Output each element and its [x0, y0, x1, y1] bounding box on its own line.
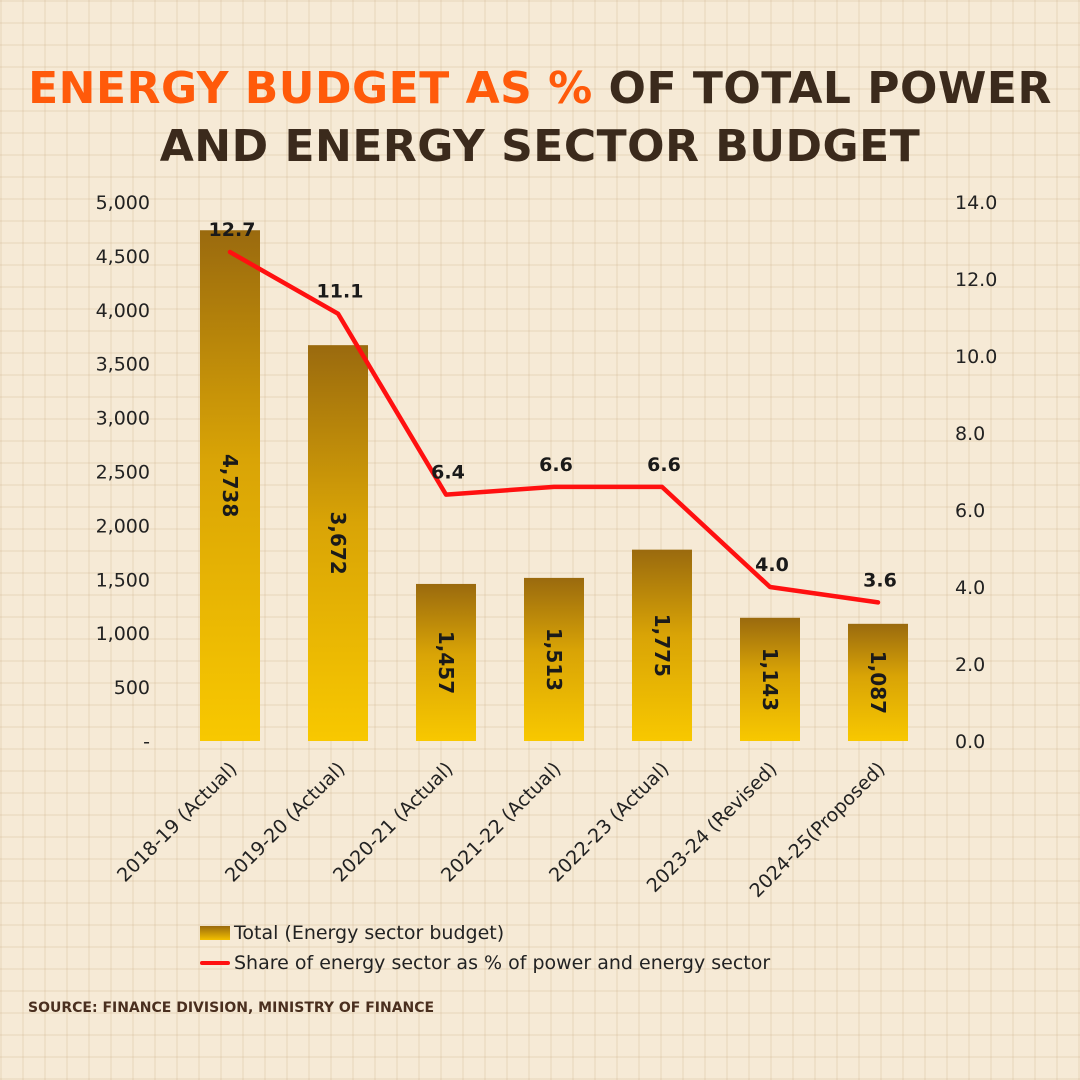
right-tick-label: 2.0: [955, 654, 985, 676]
bar: [200, 230, 260, 742]
bar-value-label: 1,513: [542, 628, 566, 691]
category-label: 2021-22 (Actual): [437, 758, 566, 887]
legend-item-line: Share of energy sector as % of power and…: [200, 948, 770, 978]
left-tick-label: 5,000: [96, 192, 150, 214]
right-tick-label: 6.0: [955, 500, 985, 522]
bar-series: 4,738 3,672 1,457 1,513 1,775 1,143 1,087: [200, 230, 908, 742]
title-highlight: ENERGY BUDGET AS %: [28, 63, 593, 114]
category-label: 2018-19 (Actual): [113, 758, 242, 887]
bar-value-label: 1,143: [758, 648, 782, 711]
title-line2: AND ENERGY SECTOR BUDGET: [159, 121, 921, 172]
share-line: [227, 249, 881, 605]
legend-swatch-line: [200, 961, 230, 965]
right-tick-label: 14.0: [955, 192, 997, 214]
left-tick-label: 3,000: [96, 408, 150, 430]
bar-value-label: 1,087: [866, 651, 890, 714]
left-tick-label: 3,500: [96, 354, 150, 376]
title-line1-rest: OF TOTAL POWER: [592, 63, 1052, 114]
left-axis: - 500 1,000 1,500 2,000 2,500 3,000 3,500 4,000 4…: [96, 192, 150, 753]
right-tick-label: 0.0: [955, 731, 985, 753]
bar: [848, 623, 908, 741]
line-value-label: 3.6: [863, 569, 897, 591]
left-tick-label: 1,500: [96, 569, 150, 591]
left-tick-label: 500: [114, 677, 150, 699]
source-note: SOURCE: FINANCE DIVISION, MINISTRY OF FI…: [28, 1000, 435, 1016]
legend-label-line: Share of energy sector as % of power and…: [234, 952, 771, 974]
line-series: 12.7 11.1 6.4 6.6 6.6 4.0 3.6: [209, 219, 897, 605]
right-tick-label: 8.0: [955, 423, 985, 445]
category-label: 2022-23 (Actual): [545, 758, 674, 887]
legend-item-bar: Total (Energy sector budget): [200, 918, 770, 948]
line-value-label: 4.0: [755, 554, 789, 576]
bar: [308, 345, 368, 741]
left-tick-label: 2,000: [96, 515, 150, 537]
legend: Total (Energy sector budget) Share of en…: [200, 918, 770, 978]
bar: [416, 583, 476, 741]
bar: [632, 549, 692, 741]
right-axis: 0.0 2.0 4.0 6.0 8.0 10.0 12.0 14.0: [955, 192, 997, 753]
bar: [524, 577, 584, 741]
bar-value-label: 1,775: [650, 614, 674, 677]
right-tick-label: 12.0: [955, 269, 997, 291]
left-tick-label: 4,000: [96, 300, 150, 322]
line-value-label: 6.6: [539, 454, 573, 476]
bar-value-label: 1,457: [434, 631, 458, 694]
left-tick-label: 2,500: [96, 462, 150, 484]
bar-value-label: 4,738: [218, 454, 242, 517]
bar-value-label: 3,672: [326, 511, 350, 574]
line-value-label: 11.1: [317, 281, 364, 303]
left-tick-label: 4,500: [96, 246, 150, 268]
bar: [740, 617, 800, 741]
line-value-label: 12.7: [209, 219, 256, 241]
category-axis: 2018-19 (Actual)2019-20 (Actual)2020-21 …: [113, 758, 890, 902]
category-label: 2019-20 (Actual): [221, 758, 350, 887]
legend-swatch-bar: [200, 926, 230, 940]
line-value-label: 6.4: [431, 462, 465, 484]
right-tick-label: 10.0: [955, 346, 997, 368]
left-tick-label: 1,000: [96, 623, 150, 645]
line-value-label: 6.6: [647, 454, 681, 476]
category-label: 2020-21 (Actual): [329, 758, 458, 887]
right-tick-label: 4.0: [955, 577, 985, 599]
chart-title: ENERGY BUDGET AS % OF TOTAL POWER AND EN…: [0, 60, 1080, 176]
left-tick-label: -: [143, 731, 150, 753]
legend-label-bar: Total (Energy sector budget): [234, 922, 505, 944]
